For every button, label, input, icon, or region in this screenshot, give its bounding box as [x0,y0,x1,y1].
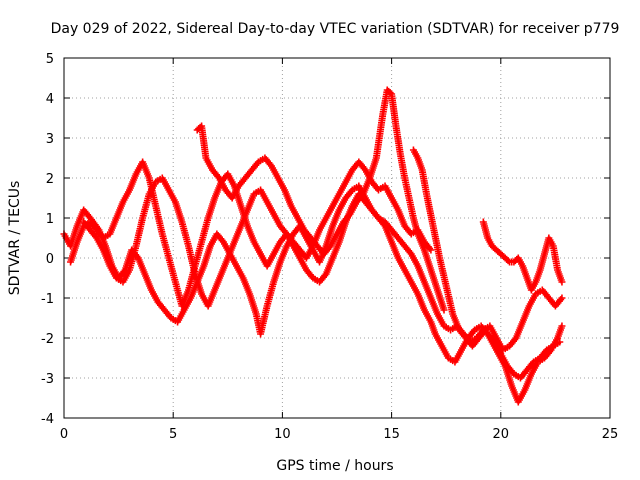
data-point [558,278,566,286]
x-tick-label: 15 [383,427,400,442]
data-point [427,246,435,254]
data-points [60,86,566,406]
x-tick-label: 10 [274,427,291,442]
x-axis-label: GPS time / hours [276,458,393,474]
y-tick-label: -1 [41,292,54,307]
y-tick-label: 0 [46,252,54,267]
series-arc-6 [409,146,566,406]
y-tick-label: -4 [41,412,54,427]
y-tick-label: 5 [46,52,54,67]
data-point [558,294,566,302]
y-tick-label: 1 [46,212,54,227]
chart-title: Day 029 of 2022, Sidereal Day-to-day VTE… [51,21,620,37]
y-tick-label: -2 [41,332,54,347]
plot-frame [63,57,611,419]
series-arc-4 [193,86,448,314]
data-point-interp [504,257,512,265]
x-tick-label: 20 [493,427,510,442]
data-point [558,322,566,330]
x-tick-label: 25 [602,427,619,442]
x-tick-label: 5 [169,427,177,442]
y-axis-label: SDTVAR / TECUs [7,181,23,296]
y-tick-label: 2 [46,172,54,187]
y-tick-label: 3 [46,132,54,147]
x-tick-label: 0 [60,427,68,442]
series-arc-5 [479,218,566,294]
data-point [440,306,448,314]
series-arc-3 [67,158,435,310]
series-arc-1 [60,182,564,382]
y-tick-label: 4 [46,92,54,107]
y-tick-label: -3 [41,372,54,387]
